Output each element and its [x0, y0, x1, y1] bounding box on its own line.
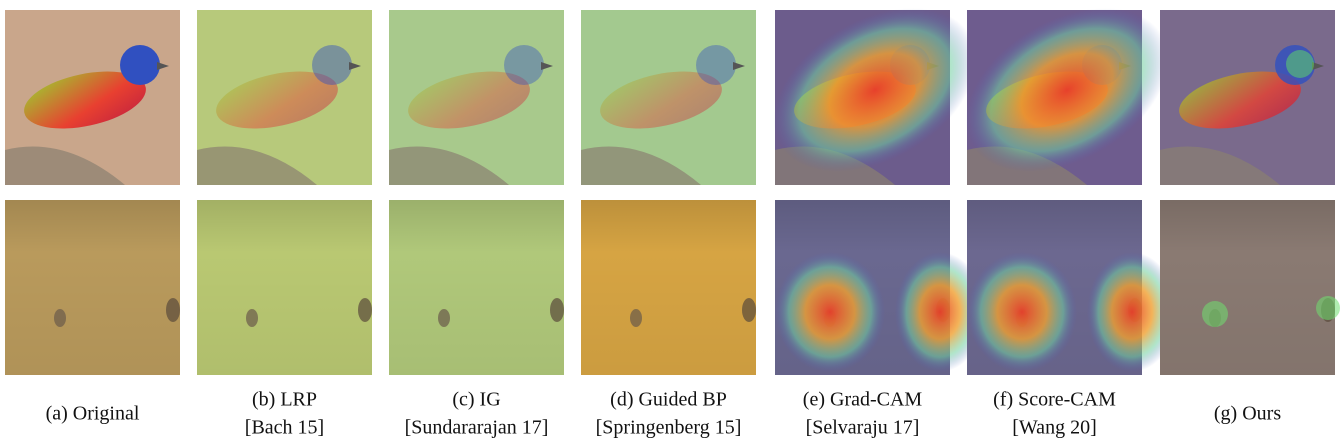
image-shading	[1160, 200, 1335, 375]
bird-small	[550, 298, 564, 322]
image-bottom	[775, 200, 985, 375]
attribution	[1316, 296, 1340, 320]
bird-small	[54, 309, 66, 327]
bird-head	[504, 45, 544, 85]
heatmap	[775, 252, 885, 372]
image-shading	[197, 200, 372, 375]
image-top	[745, 0, 1006, 206]
panel-label: (d) Guided BP	[610, 389, 727, 411]
attribution	[1202, 301, 1228, 327]
panel-label: (e) Grad-CAM	[803, 389, 923, 411]
bird-head	[312, 45, 352, 85]
panel-label: (b) LRP	[252, 389, 317, 411]
image-bottom	[5, 200, 180, 375]
image-top	[197, 10, 372, 185]
image-top	[389, 10, 564, 185]
image-bottom	[967, 200, 1177, 375]
bird-head	[120, 45, 160, 85]
image-top	[937, 0, 1198, 206]
figure: (a) Original (b) LRP [Bach 15] (c) IG [Sunda…	[0, 0, 1344, 448]
bird-small	[742, 298, 756, 322]
bird-small	[246, 309, 258, 327]
attribution	[1286, 50, 1314, 78]
panel-label: (g) Ours	[1214, 403, 1281, 425]
image-shading	[581, 200, 756, 375]
image-bottom	[197, 200, 372, 375]
image-shading	[5, 200, 180, 375]
bird-small	[438, 309, 450, 327]
bird-small	[166, 298, 180, 322]
image-top	[5, 10, 180, 185]
image-shading	[389, 200, 564, 375]
panel-label: (c) IG	[452, 389, 500, 411]
bird-small	[630, 309, 642, 327]
bird-small	[358, 298, 372, 322]
image-top	[581, 10, 756, 185]
image-bottom	[581, 200, 756, 375]
image-bottom	[389, 200, 564, 375]
image-bottom	[1160, 200, 1340, 375]
panel-citation: [Springenberg 15]	[596, 417, 742, 439]
bird-head	[696, 45, 736, 85]
panel-label: (f) Score-CAM	[993, 389, 1116, 411]
panel-citation: [Wang 20]	[1012, 417, 1096, 439]
panel-citation: [Selvaraju 17]	[806, 417, 920, 439]
heatmap	[967, 252, 1077, 372]
panel-citation: [Bach 15]	[245, 417, 324, 439]
panel-label: (a) Original	[46, 403, 140, 425]
image-top	[1160, 10, 1335, 185]
panel-citation: [Sundararajan 17]	[405, 417, 549, 439]
